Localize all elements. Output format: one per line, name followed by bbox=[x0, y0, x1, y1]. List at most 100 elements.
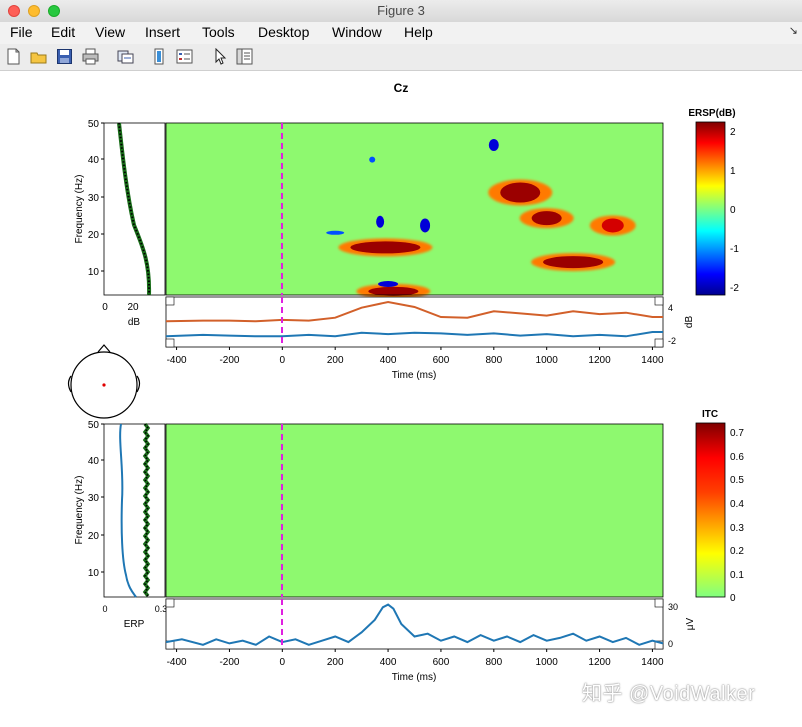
itc-spectrum-line bbox=[119, 423, 137, 598]
x-tick-label-800: 800 bbox=[485, 355, 502, 366]
ersp-blob bbox=[500, 182, 541, 203]
ersp-blob bbox=[350, 241, 421, 254]
ersp-spectrum-xtick-0: 0 bbox=[102, 302, 108, 313]
itc-cbar-tick-02: 0.2 bbox=[730, 546, 744, 557]
ersp-ylabel: Frequency (Hz) bbox=[74, 175, 85, 244]
head-right-ear bbox=[136, 375, 141, 393]
legend-icon[interactable] bbox=[176, 48, 193, 65]
itc-cbar-tick-0: 0 bbox=[730, 593, 736, 604]
x-tick-label-400: 400 bbox=[380, 657, 397, 668]
itc-cbar-tick-03: 0.3 bbox=[730, 523, 744, 534]
itc-colorbar-title: ITC bbox=[702, 409, 718, 420]
x-tick-label-400: 400 bbox=[380, 355, 397, 366]
window-titlebar: Figure 3 bbox=[0, 0, 802, 23]
erp-xlabel: Time (ms) bbox=[392, 672, 437, 683]
ersp-ytick-50: 50 bbox=[88, 119, 100, 130]
ersp-colorbar-gradient bbox=[695, 121, 726, 296]
x-tick-label-neg400: -400 bbox=[167, 355, 187, 366]
ersp-blob bbox=[378, 281, 399, 288]
ersp-min-envelope-line bbox=[165, 331, 663, 338]
menu-desktop[interactable]: Desktop bbox=[258, 24, 310, 40]
ersp-colorbar-title: ERSP(dB) bbox=[688, 108, 735, 119]
menu-insert[interactable]: Insert bbox=[145, 24, 181, 40]
menu-tools[interactable]: Tools bbox=[202, 24, 235, 40]
print-icon[interactable] bbox=[82, 48, 99, 65]
itc-ytick-10: 10 bbox=[88, 568, 100, 579]
ersp-blob bbox=[531, 211, 562, 226]
itc-spectrum-significance-dots bbox=[144, 423, 149, 597]
x-tick-label-1000: 1000 bbox=[536, 355, 559, 366]
ersp-blob bbox=[488, 138, 499, 151]
ersp-envelope-frame bbox=[165, 296, 664, 348]
erp-ytick-0: 0 bbox=[668, 639, 673, 649]
menu-window[interactable]: Window bbox=[332, 24, 382, 40]
ersp-blob bbox=[601, 218, 624, 233]
ersp-spectrum-xtick-20: 20 bbox=[127, 302, 139, 313]
menu-help[interactable]: Help bbox=[404, 24, 433, 40]
head-left-ear bbox=[67, 375, 72, 393]
minimize-window-button[interactable] bbox=[28, 5, 40, 17]
erp-frame bbox=[165, 598, 664, 650]
ersp-cbar-tick-2: 2 bbox=[730, 127, 736, 138]
itc-colorbar-gradient bbox=[695, 422, 726, 598]
ersp-spectrum-axis: 50 40 30 20 10 Frequency (Hz) 0 20 dB bbox=[74, 119, 166, 328]
ersp-ytick-20: 20 bbox=[88, 230, 100, 241]
x-tick-label-1400: 1400 bbox=[641, 355, 664, 366]
ersp-colorbar: ERSP(dB) 2 1 0 -1 -2 bbox=[688, 108, 739, 296]
new-figure-icon[interactable] bbox=[5, 48, 22, 65]
open-file-icon[interactable] bbox=[30, 48, 47, 65]
ersp-cbar-tick-neg2: -2 bbox=[730, 283, 739, 294]
erp-ylabel: μV bbox=[685, 617, 696, 630]
itc-spectrum-xtick-0: 0 bbox=[102, 604, 107, 614]
property-editor-icon[interactable] bbox=[236, 48, 253, 65]
figure-canvas: Cz 50 40 30 20 10 Frequency (Hz) 0 20 dB bbox=[0, 71, 802, 722]
itc-cbar-tick-07: 0.7 bbox=[730, 428, 744, 439]
ersp-cbar-tick-0: 0 bbox=[730, 205, 736, 216]
itc-cbar-tick-04: 0.4 bbox=[730, 499, 744, 510]
itc-spectrum-axis: 50 40 30 20 10 Frequency (Hz) 0 0.3 ERP bbox=[74, 420, 167, 630]
envelope-ytick-neg2: -2 bbox=[668, 336, 676, 346]
itc-spectrum-xlabel: ERP bbox=[124, 619, 145, 630]
menu-file[interactable]: File bbox=[10, 24, 33, 40]
head-nose bbox=[97, 344, 111, 353]
menu-dock-arrow-icon[interactable]: ↘ bbox=[788, 25, 798, 37]
envelope-ylabel: dB bbox=[684, 316, 695, 329]
itc-cbar-tick-01: 0.1 bbox=[730, 570, 744, 581]
menu-view[interactable]: View bbox=[95, 24, 126, 40]
link-icon[interactable] bbox=[117, 48, 134, 65]
colorbar-icon[interactable] bbox=[151, 48, 168, 65]
x-tick-label-neg200: -200 bbox=[219, 657, 239, 668]
ersp-ytick-30: 30 bbox=[88, 193, 100, 204]
x-tick-label-200: 200 bbox=[327, 355, 344, 366]
pointer-icon[interactable] bbox=[212, 48, 229, 65]
itc-ytick-20: 20 bbox=[88, 531, 100, 542]
window-title: Figure 3 bbox=[377, 3, 425, 18]
menu-edit[interactable]: Edit bbox=[51, 24, 76, 40]
ersp-cbar-tick-1: 1 bbox=[730, 166, 736, 177]
ersp-blob bbox=[543, 256, 604, 269]
save-icon[interactable] bbox=[56, 48, 73, 65]
channel-title: Cz bbox=[394, 81, 409, 95]
x-tick-label-600: 600 bbox=[433, 355, 450, 366]
x-tick-label-neg200: -200 bbox=[219, 355, 239, 366]
ersp-blob bbox=[368, 286, 419, 296]
ersp-max-envelope-line bbox=[165, 300, 663, 323]
ersp-blob bbox=[376, 215, 385, 228]
x-tick-label-0: 0 bbox=[280, 657, 286, 668]
ersp-spectrum-xlabel: dB bbox=[128, 317, 141, 328]
ersp-blobs bbox=[326, 138, 636, 299]
ersp-ytick-10: 10 bbox=[88, 267, 100, 278]
itc-ytick-40: 40 bbox=[88, 456, 100, 467]
x-tick-label-neg400: -400 bbox=[167, 657, 187, 668]
itc-cbar-tick-05: 0.5 bbox=[730, 475, 744, 486]
itc-ytick-50: 50 bbox=[88, 420, 100, 431]
zoom-window-button[interactable] bbox=[48, 5, 60, 17]
close-window-button[interactable] bbox=[8, 5, 20, 17]
ersp-cbar-tick-neg1: -1 bbox=[730, 244, 739, 255]
ersp-spectrum-frame bbox=[103, 122, 166, 296]
figure-toolbar bbox=[0, 44, 802, 71]
head-topoplot bbox=[67, 344, 141, 419]
ersp-blob bbox=[326, 230, 345, 235]
itc-heatmap-background bbox=[165, 423, 664, 598]
ersp-envelope-axis: 4 -2 dB -400 -200 0 200 400 600 800 1000 1200 140… bbox=[165, 296, 695, 381]
